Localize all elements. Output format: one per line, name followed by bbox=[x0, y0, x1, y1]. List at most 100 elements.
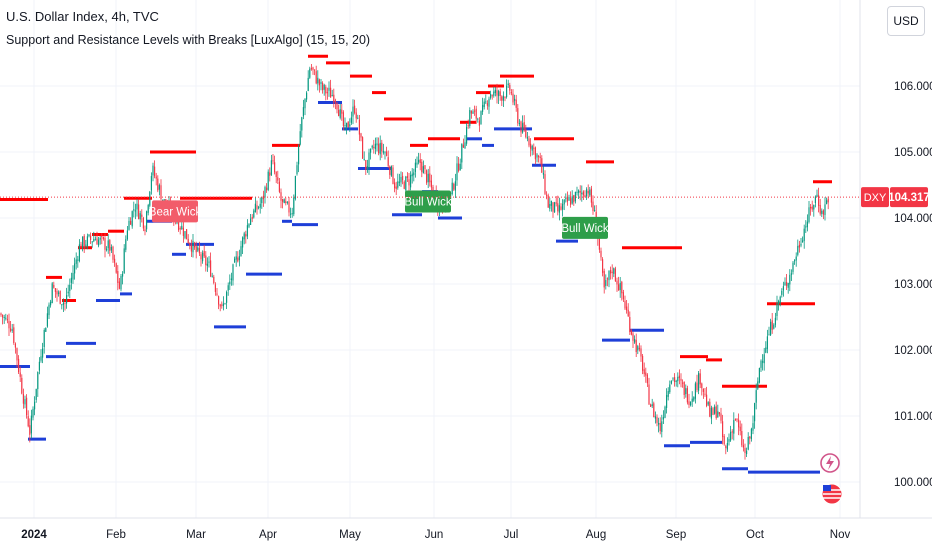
candle-body bbox=[456, 163, 458, 181]
candle-body bbox=[467, 125, 469, 127]
candle-body bbox=[773, 324, 775, 329]
candle-body bbox=[93, 238, 95, 242]
price-axis[interactable]: 106.000 105.000 104.000 103.000 102.000 101.0… bbox=[894, 81, 932, 489]
candle-body bbox=[10, 328, 12, 331]
candle-body bbox=[741, 431, 743, 446]
candle-body bbox=[194, 242, 196, 248]
candle-body bbox=[85, 244, 87, 246]
candle-body bbox=[101, 236, 103, 238]
candle-body bbox=[779, 296, 781, 303]
candle-body bbox=[754, 403, 756, 422]
candle-body bbox=[430, 180, 432, 188]
candle-body bbox=[624, 301, 626, 309]
candle-body bbox=[573, 195, 575, 203]
currency-button[interactable]: USD bbox=[887, 6, 925, 36]
candle-body bbox=[149, 191, 151, 206]
candle-body bbox=[330, 87, 332, 98]
candle-body bbox=[488, 98, 490, 107]
candle-body bbox=[342, 112, 344, 126]
candle-body bbox=[253, 210, 255, 218]
candle-body bbox=[714, 406, 716, 414]
candle-body bbox=[794, 260, 796, 262]
x-tick-label: Jul bbox=[504, 529, 519, 541]
candle-body bbox=[501, 96, 503, 101]
candle-body bbox=[309, 68, 311, 78]
candle-body bbox=[266, 187, 268, 191]
candle-body bbox=[661, 421, 663, 432]
candle-body bbox=[645, 372, 647, 376]
earnings-icon[interactable] bbox=[820, 453, 840, 473]
candle-body bbox=[485, 101, 487, 103]
candle-body bbox=[134, 210, 136, 212]
candle-body bbox=[642, 355, 644, 371]
x-tick-label: May bbox=[339, 529, 361, 541]
us-flag-icon[interactable] bbox=[821, 483, 843, 505]
candle-body bbox=[546, 194, 548, 196]
candle-body bbox=[504, 97, 506, 99]
candle-body bbox=[118, 281, 120, 289]
candle-body bbox=[653, 403, 655, 418]
candle-body bbox=[237, 257, 239, 262]
candle-body bbox=[736, 419, 738, 421]
candle-body bbox=[254, 203, 256, 213]
x-tick-label: Mar bbox=[186, 529, 206, 541]
candle-body bbox=[598, 238, 600, 250]
candle-body bbox=[813, 204, 815, 210]
candle-body bbox=[819, 204, 821, 214]
candle-body bbox=[626, 306, 628, 311]
candle-body bbox=[464, 142, 466, 149]
candle-body bbox=[635, 339, 637, 353]
candle-body bbox=[54, 288, 56, 292]
candle-body bbox=[371, 145, 373, 148]
candle-body bbox=[454, 181, 456, 191]
candle-body bbox=[29, 425, 31, 435]
candle-body bbox=[750, 428, 752, 439]
candle-body bbox=[734, 418, 736, 420]
candle-body bbox=[654, 416, 656, 419]
candle-body bbox=[646, 374, 648, 384]
candle-body bbox=[414, 162, 416, 172]
candle-body bbox=[352, 106, 354, 117]
candle-body bbox=[634, 339, 636, 343]
candle-body bbox=[230, 278, 232, 281]
candle-body bbox=[218, 296, 220, 305]
candle-body bbox=[176, 222, 178, 224]
candle-body bbox=[659, 422, 661, 432]
candle-body bbox=[795, 256, 797, 261]
candle-body bbox=[64, 302, 66, 304]
y-tick-label: 101.000 bbox=[894, 411, 932, 423]
bull-wick-label: Bull Wick bbox=[561, 216, 609, 239]
candle-body bbox=[130, 220, 132, 225]
candle-body bbox=[822, 210, 824, 215]
candle-body bbox=[203, 250, 205, 257]
bull-wick-label: Bull Wick bbox=[404, 190, 452, 213]
time-axis[interactable]: 2024 Feb Mar Apr May Jun Jul Aug Sep Oct Nov bbox=[21, 529, 850, 541]
candle-body bbox=[21, 377, 23, 394]
symbol-tag bbox=[861, 187, 889, 208]
candle-body bbox=[146, 211, 148, 230]
candle-body bbox=[195, 246, 197, 253]
candle-body bbox=[270, 160, 272, 175]
candle-body bbox=[621, 281, 623, 294]
indicator-legend[interactable]: Support and Resistance Levels with Break… bbox=[6, 33, 371, 47]
candle-body bbox=[579, 191, 581, 193]
candle-body bbox=[528, 138, 530, 146]
candle-body bbox=[202, 252, 204, 262]
candle-body bbox=[144, 229, 146, 232]
candle-body bbox=[86, 236, 88, 246]
candle-body bbox=[482, 105, 484, 112]
wick-labels: Bear Wick Bull Wick Bull Wick bbox=[149, 190, 609, 239]
candle-body bbox=[515, 99, 517, 108]
candle-body bbox=[291, 213, 293, 215]
candle-body bbox=[453, 183, 455, 190]
candle-body bbox=[27, 416, 29, 427]
candle-body bbox=[629, 317, 631, 333]
candle-body bbox=[0, 313, 2, 315]
candle-body bbox=[208, 261, 210, 263]
candle-body bbox=[512, 93, 514, 103]
candle-body bbox=[558, 205, 560, 213]
candle-body bbox=[133, 209, 135, 211]
candle-body bbox=[477, 118, 479, 120]
